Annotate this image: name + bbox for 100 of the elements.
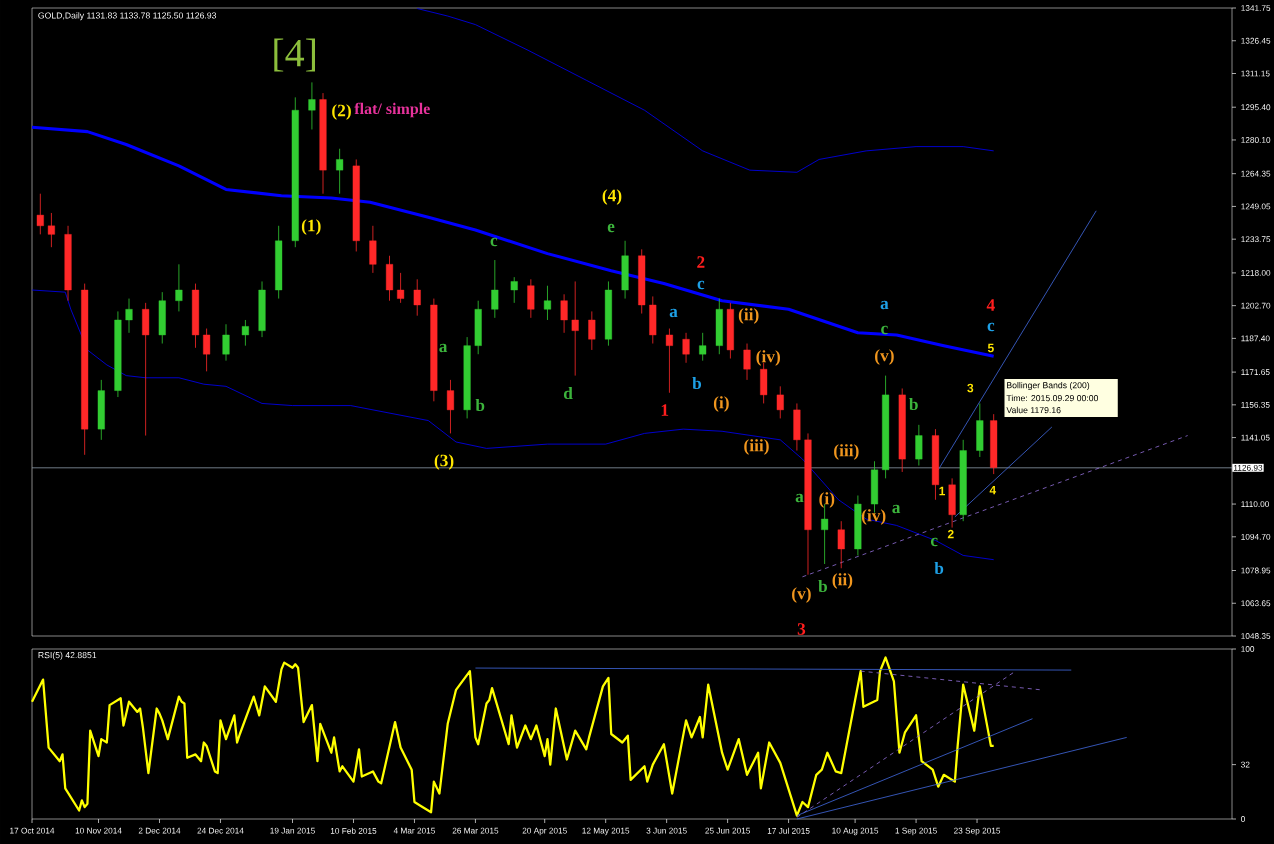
annotation: (v) <box>875 349 894 365</box>
candlestick <box>491 259 499 319</box>
candlestick <box>665 328 673 394</box>
annotation: 1 <box>661 404 669 416</box>
annotation: c <box>881 325 888 335</box>
annotation: b <box>692 376 702 390</box>
y-tick-label: 1249.05 <box>1241 203 1271 210</box>
annotation: 2 <box>697 256 705 268</box>
candlestick <box>743 343 751 381</box>
candlestick <box>36 193 44 235</box>
x-tick-label: 12 May 2015 <box>582 827 630 836</box>
candlestick <box>699 332 707 362</box>
y-tick-label: 1078.95 <box>1241 567 1271 574</box>
candlestick <box>776 385 784 419</box>
annotation: [4] <box>274 38 315 72</box>
y-tick-label: 1063.65 <box>1241 600 1271 607</box>
candlestick <box>915 424 923 466</box>
y-tick-label: 1156.35 <box>1241 401 1270 408</box>
candlestick <box>446 379 455 434</box>
candlestick <box>308 81 316 130</box>
x-tick-label: 10 Feb 2015 <box>330 827 377 834</box>
annotation: b <box>818 579 828 593</box>
annotation: (1) <box>301 219 321 235</box>
candlestick <box>543 285 552 321</box>
annotation: (4) <box>602 189 622 205</box>
annotation: 1 <box>939 486 946 496</box>
x-tick-label: 23 Sep 2015 <box>954 827 1001 836</box>
annotation: (iv) <box>756 350 780 366</box>
candlestick <box>682 332 690 364</box>
y-tick-label: 1094.70 <box>1241 533 1271 540</box>
x-tick-label: 24 Dec 2014 <box>197 827 244 834</box>
annotation: (ii) <box>832 573 853 589</box>
chart-title: RSI(5) 42.8851 <box>38 651 97 660</box>
x-tick-label: 17 Jul 2015 <box>767 827 810 834</box>
y-tick-label: 1048.35 <box>1241 633 1271 639</box>
candlestick <box>510 276 518 304</box>
y-tick-label: 1202.70 <box>1241 302 1271 309</box>
candlestick <box>336 148 344 195</box>
candlestick <box>369 225 377 274</box>
candlestick <box>175 263 183 312</box>
annotation: (iii) <box>744 439 769 455</box>
y-tick-label: 1218.00 <box>1241 269 1271 276</box>
annotation: 3 <box>797 623 806 635</box>
annotation: a <box>439 343 448 353</box>
x-tick-label: 1 Sep 2015 <box>895 827 937 836</box>
x-tick-label: 17 Oct 2014 <box>10 827 55 834</box>
y-tick-label: 1233.75 <box>1241 236 1271 243</box>
candlestick <box>397 272 405 304</box>
x-tick-label: 19 Jan 2015 <box>270 827 315 834</box>
annotation: (2) <box>332 104 351 120</box>
annotation: a <box>795 493 804 503</box>
x-tick-label: 26 Mar 2015 <box>452 827 499 834</box>
x-tick-label: 2 Dec 2014 <box>138 827 181 834</box>
annotation: Bollinger Bands (200) <box>1007 381 1090 391</box>
x-tick-label: 20 Apr 2015 <box>522 827 567 836</box>
annotation: c <box>490 237 498 247</box>
annotation: b <box>475 398 485 412</box>
y-tick-label: 100 <box>1241 646 1255 652</box>
candlestick <box>560 293 568 334</box>
x-tick-label: 4 Mar 2015 <box>393 827 435 834</box>
candlestick <box>125 298 133 334</box>
y-tick-label: 1110.00 <box>1241 501 1270 507</box>
y-tick-label: 1341.75 <box>1241 5 1271 11</box>
candlestick <box>837 520 845 569</box>
annotation: 2 <box>947 529 954 539</box>
candlestick <box>413 278 421 317</box>
annotation: 5 <box>987 343 994 353</box>
annotation: (iv) <box>861 509 886 525</box>
annotation: b <box>909 397 918 411</box>
annotation: (v) <box>792 587 811 603</box>
annotation: c <box>930 537 938 547</box>
candlestick <box>588 311 596 351</box>
y-tick-label: 1311.15 <box>1241 70 1270 77</box>
y-tick-label: 1264.35 <box>1241 170 1271 177</box>
annotation: Time: 2015.09.29 00:00 <box>1006 394 1099 402</box>
y-tick-label: 1187.40 <box>1241 335 1270 342</box>
x-tick-label: 25 Jun 2015 <box>705 827 751 834</box>
annotation: (3) <box>434 454 454 470</box>
chart-title: GOLD,Daily 1131.83 1133.78 1125.50 1126.93 <box>38 12 217 21</box>
y-tick-label: 1141.05 <box>1241 434 1270 441</box>
annotation: 4 <box>989 485 997 495</box>
annotation: a <box>892 504 901 514</box>
candlestick <box>527 278 535 319</box>
annotation: c <box>697 280 705 290</box>
annotation: 3 <box>967 383 974 393</box>
annotation: flat/ simple <box>354 102 430 118</box>
candlestick <box>47 212 55 248</box>
y-tick-label: 1171.65 <box>1241 369 1270 376</box>
annotation: (i) <box>713 396 729 412</box>
annotation: d <box>563 386 573 400</box>
candlestick <box>203 328 211 372</box>
ref-line-label: 1126.93 <box>1233 464 1263 471</box>
candlestick <box>571 281 579 377</box>
y-tick-label: 1280.10 <box>1241 137 1271 143</box>
candlestick <box>241 319 249 347</box>
annotation: b <box>934 561 944 575</box>
x-tick-label: 3 Jun 2015 <box>646 827 687 834</box>
line-series <box>31 289 995 561</box>
candlestick <box>222 323 230 362</box>
annotation: e <box>607 223 615 233</box>
